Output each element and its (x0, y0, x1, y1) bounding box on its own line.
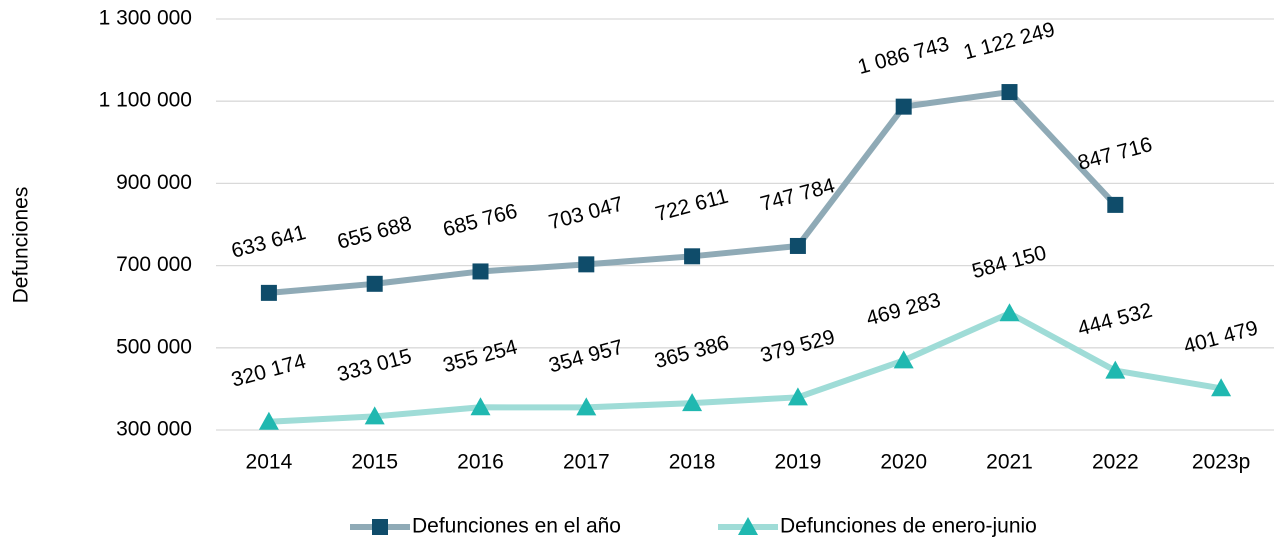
data-label: 703 047 (546, 192, 625, 234)
y-tick-label: 1 300 000 (99, 7, 192, 30)
y-axis-title: Defunciones (10, 187, 33, 304)
data-label: 401 479 (1181, 316, 1260, 358)
marker (470, 397, 491, 416)
marker (999, 303, 1020, 322)
data-label: 1 122 249 (961, 18, 1057, 64)
y-tick-label: 900 000 (116, 171, 192, 194)
data-label: 365 386 (652, 331, 731, 373)
y-tick-label: 700 000 (116, 253, 192, 276)
y-tick-label: 300 000 (116, 418, 192, 441)
marker (1001, 84, 1018, 101)
marker (578, 256, 595, 273)
data-label: 655 688 (335, 212, 414, 254)
data-label: 1 086 743 (855, 33, 951, 79)
marker (682, 393, 703, 412)
marker (787, 387, 808, 406)
series-line (268, 310, 1222, 425)
marker (364, 406, 385, 425)
data-label: 444 532 (1075, 299, 1154, 341)
marker (472, 263, 489, 280)
y-tick-label: 500 000 (116, 335, 192, 358)
marker (372, 519, 388, 535)
x-tick-label: 2019 (775, 451, 822, 474)
marker (893, 350, 914, 369)
marker (366, 275, 383, 292)
marker (576, 397, 597, 416)
data-label: 584 150 (970, 241, 1049, 283)
marker (258, 411, 279, 430)
data-label: 847 716 (1075, 133, 1154, 175)
data-label: 320 174 (229, 350, 309, 392)
x-tick-label: 2016 (457, 451, 504, 474)
data-label: 333 015 (335, 345, 414, 387)
marker (260, 284, 277, 301)
x-tick-label: 2017 (563, 451, 610, 474)
marker (684, 248, 701, 265)
data-label: 685 766 (441, 200, 520, 242)
data-label: 722 611 (653, 185, 731, 226)
data-label: 469 283 (864, 289, 943, 331)
data-label: 379 529 (758, 325, 837, 367)
x-tick-label: 2023p (1192, 451, 1250, 474)
legend-label: Defunciones de enero-junio (780, 515, 1037, 538)
data-label: 633 641 (229, 221, 308, 263)
legend-label: Defunciones en el año (412, 515, 621, 538)
y-tick-label: 1 100 000 (99, 89, 192, 112)
data-label: 355 254 (441, 335, 521, 377)
x-tick-label: 2014 (246, 451, 293, 474)
data-label: 354 957 (546, 336, 625, 378)
marker (789, 237, 806, 254)
marker (1105, 360, 1126, 379)
marker (895, 98, 912, 115)
x-tick-label: 2021 (986, 451, 1033, 474)
marker (1211, 378, 1232, 397)
x-tick-label: 2018 (669, 451, 716, 474)
marker (1107, 196, 1124, 213)
marker (738, 517, 758, 535)
x-tick-label: 2022 (1092, 451, 1139, 474)
x-tick-label: 2020 (880, 451, 927, 474)
x-tick-label: 2015 (351, 451, 398, 474)
